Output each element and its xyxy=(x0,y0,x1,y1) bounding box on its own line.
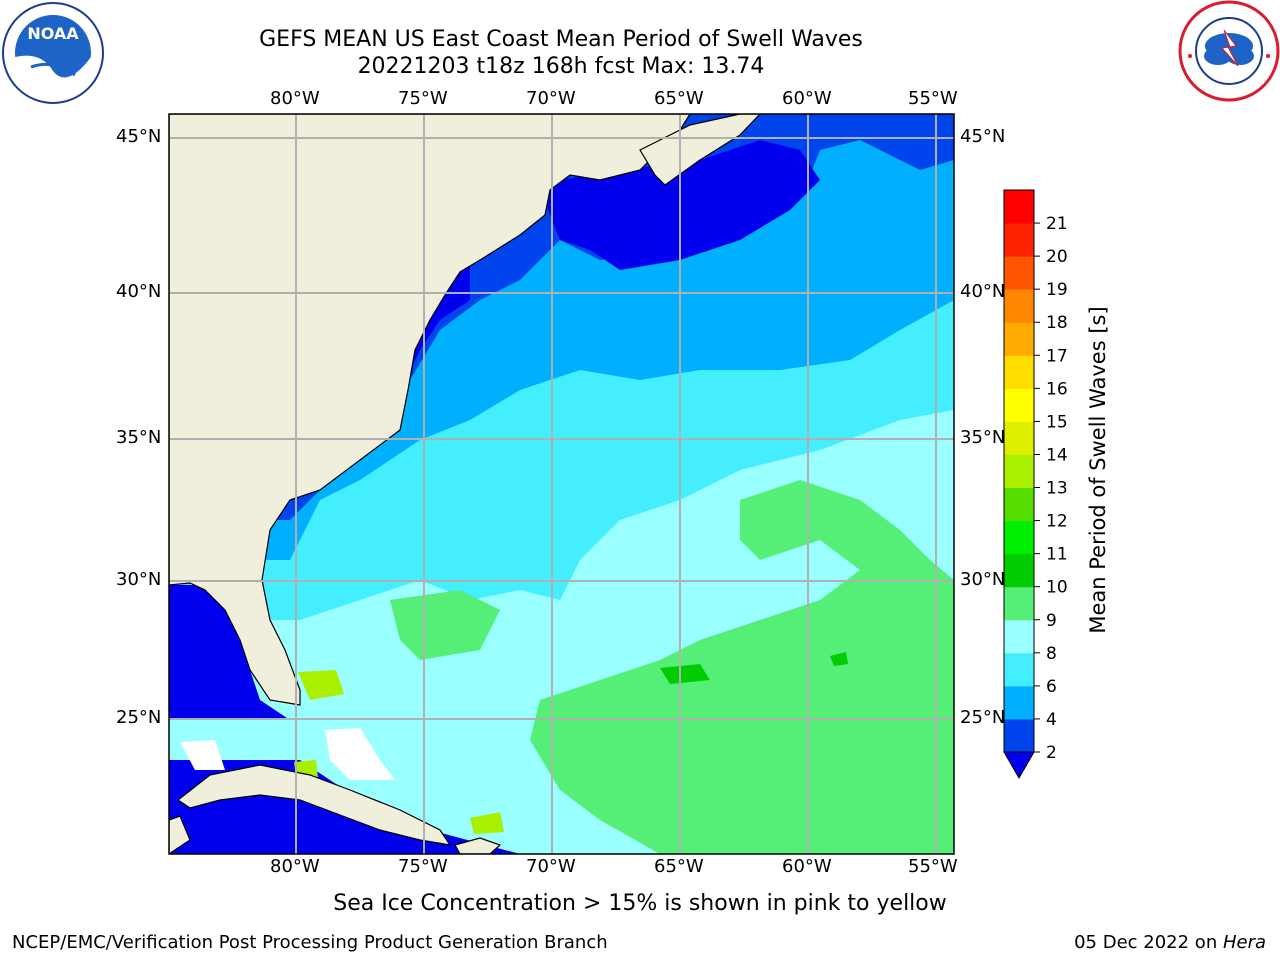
lat-label-left-45n: 45°N xyxy=(116,126,162,147)
colorbar-segment xyxy=(1004,718,1034,753)
lat-label-right-25n: 25°N xyxy=(960,707,1006,728)
lat-label-right-40n: 40°N xyxy=(960,281,1006,302)
sea-ice-caption: Sea Ice Concentration > 15% is shown in … xyxy=(333,891,947,916)
nws-logo xyxy=(1178,0,1280,102)
colorbar-segment xyxy=(1004,619,1034,654)
green-patch xyxy=(660,664,710,684)
footer-date-text: 05 Dec 2022 on xyxy=(1074,932,1223,953)
colorbar-tick-label: 21 xyxy=(1046,214,1068,234)
colorbar-under-arrow xyxy=(1003,751,1035,780)
graticule xyxy=(169,114,954,854)
gulf-zone xyxy=(169,585,290,720)
lon-label-top-65w: 65°W xyxy=(654,88,704,109)
hispaniola xyxy=(454,837,502,854)
nova-scotia xyxy=(639,114,761,186)
noaa-logo-text: NOAA xyxy=(27,24,79,43)
colorbar-tick-label: 15 xyxy=(1046,412,1068,432)
lat-label-left-25n: 25°N xyxy=(116,707,162,728)
lon-label-top-70w: 70°W xyxy=(526,88,576,109)
cuba xyxy=(176,764,452,846)
colorbar-tick-label: 8 xyxy=(1046,644,1057,664)
lat-label-right-35n: 35°N xyxy=(960,427,1006,448)
colorbar-frame xyxy=(1003,189,1035,753)
colorbar-segment xyxy=(1004,454,1034,489)
green-patch-2 xyxy=(830,652,848,666)
colorbar-tick-label: 11 xyxy=(1046,545,1068,565)
bahamas-patch xyxy=(298,670,344,700)
colorbar-tick-label: 10 xyxy=(1046,578,1068,598)
lat-label-right-30n: 30°N xyxy=(960,569,1006,590)
lat-label-left-40n: 40°N xyxy=(116,281,162,302)
lat-label-left-35n: 35°N xyxy=(116,427,162,448)
colorbar-label: Mean Period of Swell Waves [s] xyxy=(1086,306,1110,634)
bahamas-patch-2 xyxy=(470,812,504,834)
footer-machine: Hera xyxy=(1222,932,1266,953)
colorbar-tick-label: 14 xyxy=(1046,445,1068,465)
colorbar-segment xyxy=(1004,388,1034,422)
us-land xyxy=(169,114,691,706)
colorbar-segment xyxy=(1004,289,1034,323)
colorbar-tick-label: 4 xyxy=(1046,710,1057,730)
lon-label-top-80w: 80°W xyxy=(270,88,320,109)
green-zone-east xyxy=(530,480,954,854)
lat-label-left-30n: 30°N xyxy=(116,569,162,590)
lon-label-top-60w: 60°W xyxy=(782,88,832,109)
lon-label-bottom-70w: 70°W xyxy=(526,856,576,877)
colorbar-tick-label: 18 xyxy=(1046,313,1068,333)
colorbar-tick-label: 17 xyxy=(1046,346,1068,366)
noaa-logo: NOAA xyxy=(2,2,104,104)
colorbar-tick-label: 12 xyxy=(1046,512,1068,532)
colorbar-segment xyxy=(1004,256,1034,290)
lon-label-bottom-60w: 60°W xyxy=(782,856,832,877)
colorbar-segment xyxy=(1004,322,1034,356)
colorbar-segment xyxy=(1004,586,1034,621)
colorbar-tick-label: 2 xyxy=(1046,743,1057,763)
no-data-patch-2 xyxy=(180,740,225,770)
map-title: GEFS MEAN US East Coast Mean Period of S… xyxy=(259,27,863,52)
footer-branch: NCEP/EMC/Verification Post Processing Pr… xyxy=(12,932,608,953)
colorbar-segment xyxy=(1004,421,1034,455)
colorbar-segment xyxy=(1004,487,1034,522)
colorbar-tick-label: 6 xyxy=(1046,677,1057,697)
colorbar-tick-label: 20 xyxy=(1046,247,1068,267)
lon-label-top-55w: 55°W xyxy=(908,88,958,109)
lon-label-bottom-80w: 80°W xyxy=(270,856,320,877)
colorbar-tick-label: 16 xyxy=(1046,379,1068,399)
colorbar-segment xyxy=(1004,190,1034,224)
no-data-patch xyxy=(325,728,395,780)
green-zone-mid xyxy=(390,590,500,660)
colorbar-tick-label: 13 xyxy=(1046,479,1068,499)
footer-date: 05 Dec 2022 on Hera xyxy=(1074,932,1266,953)
lon-label-bottom-65w: 65°W xyxy=(654,856,704,877)
colorbar-segment xyxy=(1004,223,1034,257)
lon-label-bottom-55w: 55°W xyxy=(908,856,958,877)
colorbar-segment xyxy=(1004,652,1034,687)
colorbar-tick-label: 9 xyxy=(1046,611,1057,631)
lat-label-right-45n: 45°N xyxy=(960,126,1006,147)
map-frame xyxy=(168,113,955,855)
lon-label-bottom-75w: 75°W xyxy=(398,856,448,877)
colorbar-tick-label: 19 xyxy=(1046,280,1068,300)
lon-label-top-75w: 75°W xyxy=(398,88,448,109)
colorbar-segment xyxy=(1004,685,1034,720)
map-subtitle: 20221203 t18z 168h fcst Max: 13.74 xyxy=(357,54,765,79)
colorbar-segment xyxy=(1004,553,1034,588)
colorbar-segment xyxy=(1004,520,1034,555)
yucatan xyxy=(169,815,191,854)
colorbar-segment xyxy=(1004,355,1034,389)
colorbar: 2 4 6 8 9 10 11 12 13 14 15 16 17 18 19 20 21 xyxy=(1003,189,1068,780)
